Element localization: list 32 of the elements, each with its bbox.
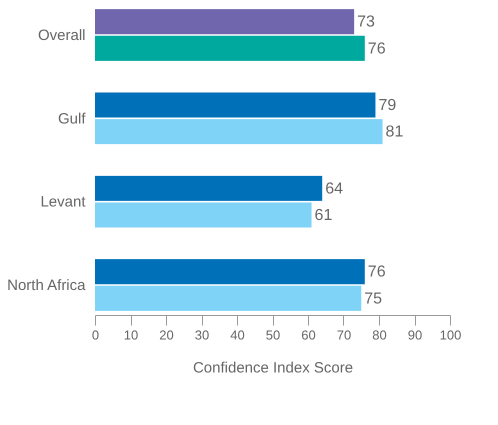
y-tick-label: North Africa: [7, 277, 86, 294]
x-tick-label: 20: [159, 328, 174, 342]
bar: [95, 259, 365, 284]
bar: [95, 36, 365, 61]
x-axis-title: Confidence Index Score: [192, 360, 354, 376]
bar: [95, 202, 312, 228]
y-tick-label: Gulf: [58, 110, 86, 128]
x-tick-label: 100: [440, 328, 462, 342]
data-label: 75: [364, 290, 382, 308]
x-tick-label: 90: [408, 328, 422, 342]
data-label: 79: [378, 97, 396, 114]
bar: [95, 92, 376, 118]
x-tick-label: 0: [92, 328, 100, 342]
bar: [95, 119, 383, 144]
bar: [95, 176, 322, 201]
x-tick-label: 10: [124, 328, 138, 342]
x-tick-label: 30: [194, 328, 210, 342]
data-label: 73: [357, 14, 376, 31]
x-tick-label: 50: [266, 328, 280, 342]
data-label: 64: [325, 180, 344, 198]
bar: [95, 9, 354, 34]
y-tick-label: Overall: [38, 27, 86, 44]
bar: [95, 286, 362, 311]
x-tick-label: 60: [301, 328, 316, 342]
data-label: 61: [314, 206, 332, 224]
x-tick-label: 40: [230, 328, 245, 342]
data-label: 76: [368, 40, 386, 58]
y-tick-label: Levant: [40, 194, 86, 211]
x-tick-label: 70: [336, 328, 352, 342]
data-label: 76: [368, 264, 386, 281]
x-tick-label: 80: [372, 328, 387, 342]
data-label: 81: [386, 124, 404, 141]
